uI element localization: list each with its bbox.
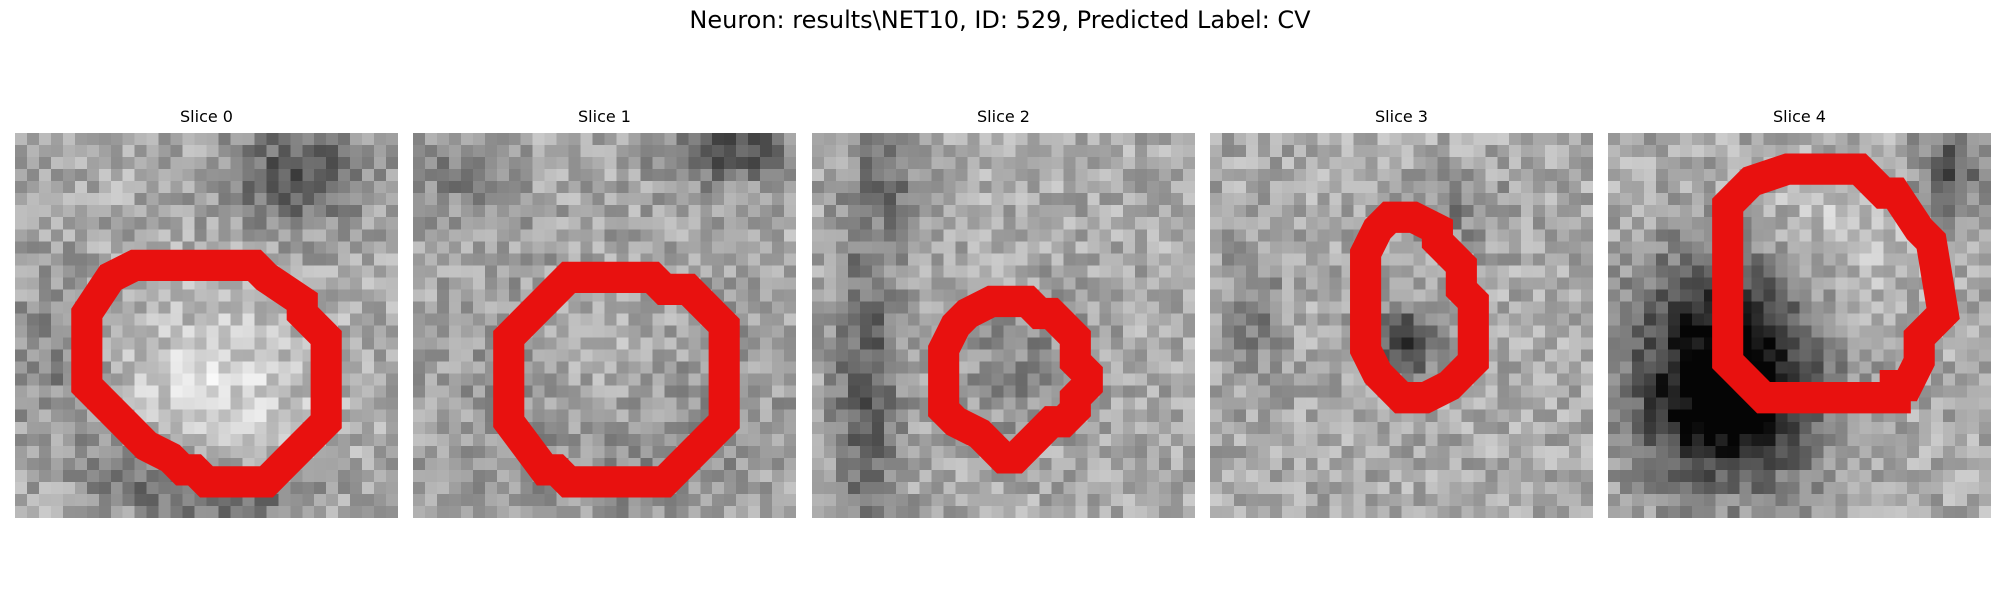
slice-title: Slice 2	[812, 107, 1195, 126]
slice-title: Slice 3	[1210, 107, 1593, 126]
neuron-contour	[413, 133, 796, 518]
slice-title: Slice 1	[413, 107, 796, 126]
figure-title: Neuron: results\NET10, ID: 529, Predicte…	[0, 6, 2000, 34]
slice-panel-3: Slice 3	[1210, 133, 1593, 518]
slice-title: Slice 4	[1608, 107, 1991, 126]
slice-panel-1: Slice 1	[413, 133, 796, 518]
slice-panel-0: Slice 0	[15, 133, 398, 518]
neuron-contour	[15, 133, 398, 518]
neuron-contour	[1608, 133, 1991, 518]
slice-panel-2: Slice 2	[812, 133, 1195, 518]
neuron-contour	[1210, 133, 1593, 518]
slice-panel-4: Slice 4	[1608, 133, 1991, 518]
neuron-contour	[812, 133, 1195, 518]
slice-title: Slice 0	[15, 107, 398, 126]
